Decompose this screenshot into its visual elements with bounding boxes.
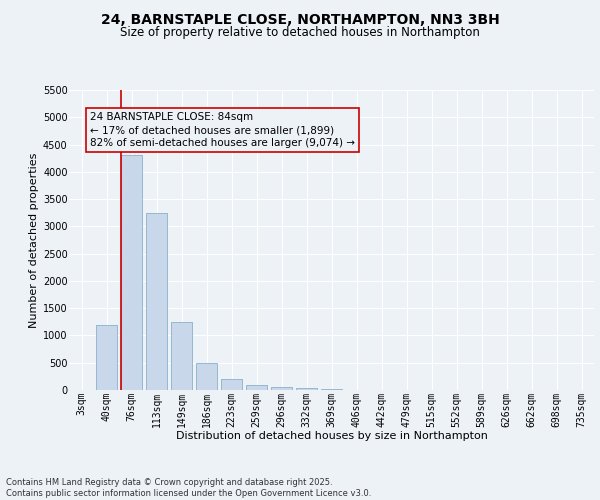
Bar <box>96 324 117 390</box>
Text: 24, BARNSTAPLE CLOSE, NORTHAMPTON, NN3 3BH: 24, BARNSTAPLE CLOSE, NORTHAMPTON, NN3 3… <box>101 12 499 26</box>
Text: Contains HM Land Registry data © Crown copyright and database right 2025.
Contai: Contains HM Land Registry data © Crown c… <box>6 478 371 498</box>
Bar <box>246 384 267 390</box>
X-axis label: Distribution of detached houses by size in Northampton: Distribution of detached houses by size … <box>176 431 487 441</box>
Bar <box>171 322 192 390</box>
Bar <box>296 388 317 390</box>
Y-axis label: Number of detached properties: Number of detached properties <box>29 152 38 328</box>
Text: 24 BARNSTAPLE CLOSE: 84sqm
← 17% of detached houses are smaller (1,899)
82% of s: 24 BARNSTAPLE CLOSE: 84sqm ← 17% of deta… <box>90 112 355 148</box>
Text: Size of property relative to detached houses in Northampton: Size of property relative to detached ho… <box>120 26 480 39</box>
Bar <box>146 212 167 390</box>
Bar <box>271 388 292 390</box>
Bar <box>121 156 142 390</box>
Bar <box>196 362 217 390</box>
Bar <box>221 379 242 390</box>
